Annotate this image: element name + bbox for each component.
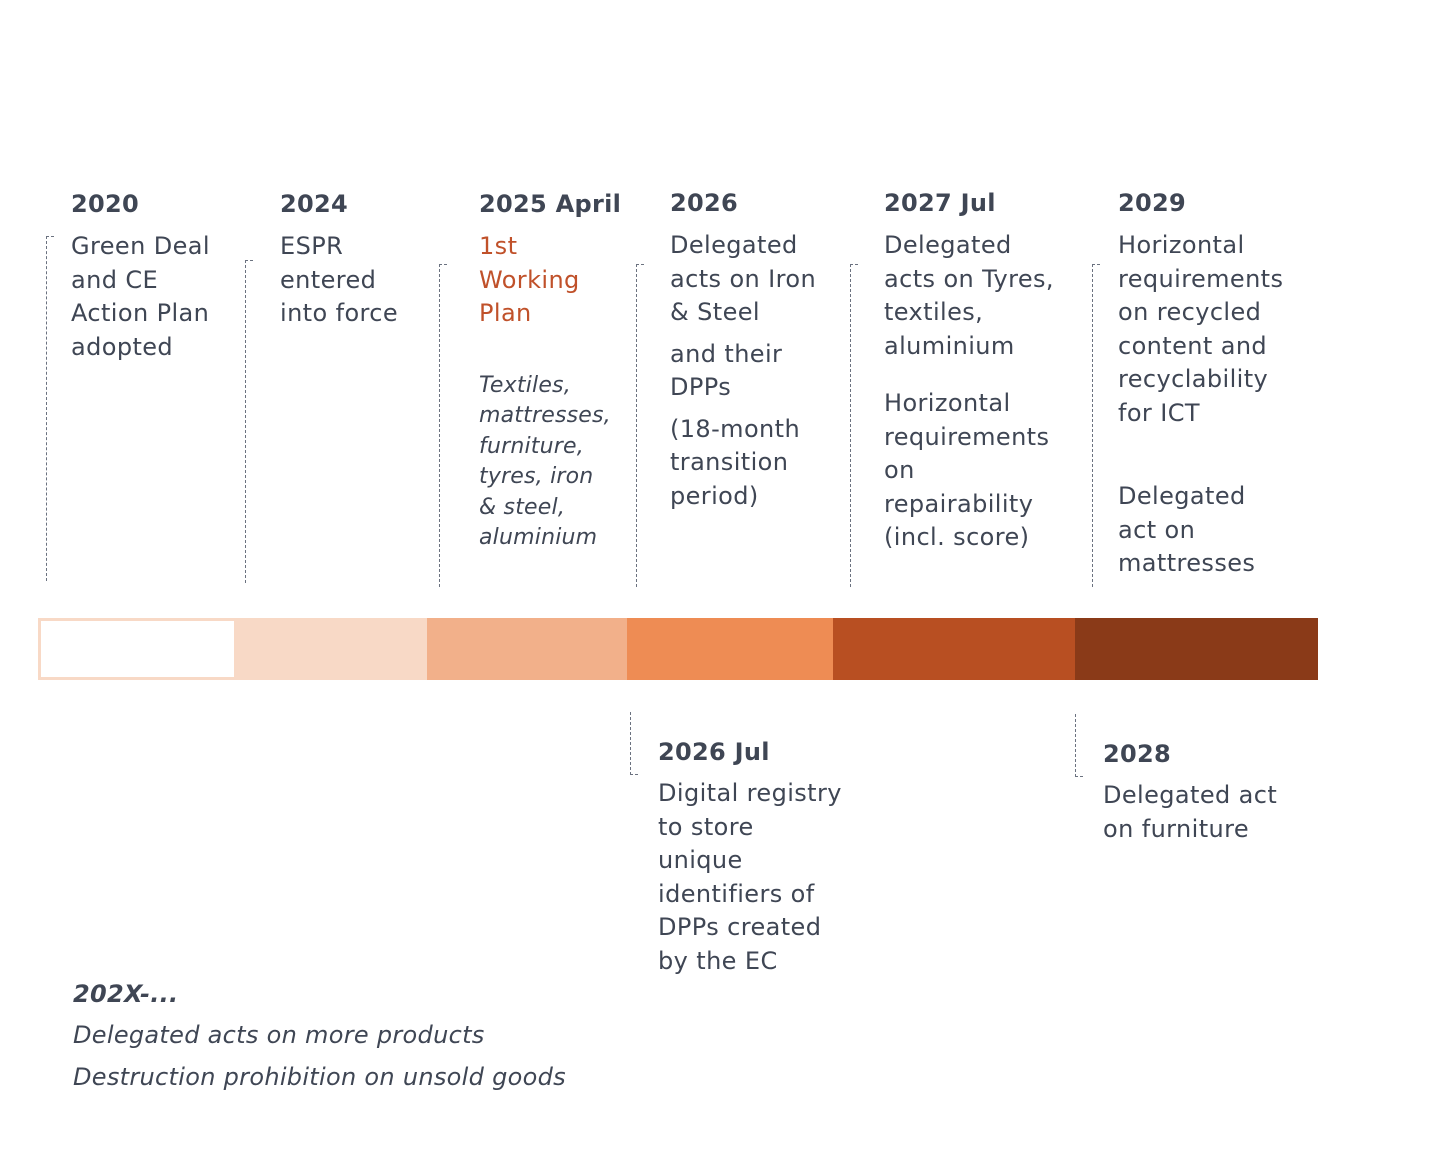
bar-segment-2025 xyxy=(427,618,627,680)
milestone-year: 2024 xyxy=(280,190,348,218)
bracket-2020 xyxy=(46,236,54,581)
milestone-year: 2028 xyxy=(1103,740,1171,768)
milestone-text: Digital registry to store unique identif… xyxy=(658,779,842,975)
bar-segment-2027 xyxy=(833,618,1075,680)
milestone-2026: 2026 Delegated acts on Iron & Steel and … xyxy=(670,188,816,513)
footer-line-2: Destruction prohibition on unsold goods xyxy=(73,1063,566,1091)
footer-year: 202X-... xyxy=(73,980,179,1008)
bar-segment-2026 xyxy=(627,618,833,680)
bar-segment-2024 xyxy=(234,618,428,680)
milestone-product-list: Textiles, mattresses, furniture, tyres, … xyxy=(479,372,611,551)
footer-line-1: Delegated acts on more products xyxy=(73,1021,485,1049)
milestone-text: 1st Working Plan xyxy=(479,232,580,327)
milestone-year: 2025 April xyxy=(479,190,622,218)
milestone-2029: 2029 Horizontal requirements on recycled… xyxy=(1118,188,1283,581)
bracket-2028 xyxy=(1075,714,1083,777)
milestone-text-2: Delegated act on mattresses xyxy=(1118,482,1256,577)
milestone-text: Horizontal requirements on recycled cont… xyxy=(1118,231,1284,427)
milestone-2028: 2028 Delegated act on furniture xyxy=(1103,739,1277,846)
milestone-2027-jul: 2027 Jul Delegated acts on Tyres, textil… xyxy=(884,188,1054,555)
bar-segment-2029 xyxy=(1075,618,1318,680)
bar-segment-2020 xyxy=(38,618,234,680)
milestone-year: 2026 xyxy=(670,189,738,217)
milestone-2025-april: 2025 April 1st Working Plan Textiles, ma… xyxy=(479,189,621,554)
milestone-text: ESPR entered into force xyxy=(280,232,399,327)
bracket-2025 xyxy=(439,264,447,587)
timeline-bar xyxy=(38,618,1318,680)
milestone-2024: 2024 ESPR entered into force xyxy=(280,189,398,331)
milestone-text-2: and their DPPs xyxy=(670,339,783,402)
bracket-2029 xyxy=(1092,264,1100,587)
bracket-2026 xyxy=(636,264,644,587)
milestone-year: 2029 xyxy=(1118,189,1186,217)
milestone-2020: 2020 Green Deal and CE Action Plan adopt… xyxy=(71,189,210,364)
bracket-2027 xyxy=(850,264,858,587)
milestone-year: 2027 Jul xyxy=(884,189,996,217)
milestone-text: Green Deal and CE Action Plan adopted xyxy=(71,232,210,361)
milestone-text-2: Horizontal requirements on repairability… xyxy=(884,389,1050,551)
milestone-text-3: (18-month transition period) xyxy=(670,414,801,510)
bracket-2024 xyxy=(245,260,253,583)
milestone-year: 2020 xyxy=(71,190,139,218)
milestone-2026-jul: 2026 Jul Digital registry to store uniqu… xyxy=(658,737,842,978)
bracket-2026-jul xyxy=(630,712,638,775)
milestone-year: 2026 Jul xyxy=(658,738,770,766)
milestone-text: Delegated acts on Tyres, textiles, alumi… xyxy=(884,231,1054,360)
milestone-text: Delegated acts on Iron & Steel xyxy=(670,231,817,326)
milestone-text: Delegated act on furniture xyxy=(1103,781,1278,843)
